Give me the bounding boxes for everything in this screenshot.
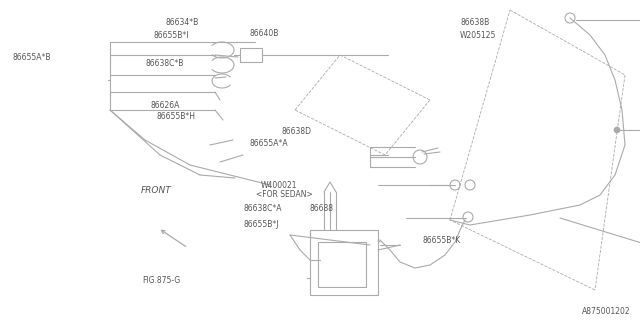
Text: 86688: 86688	[309, 204, 333, 213]
Text: 86638B: 86638B	[461, 18, 490, 27]
Text: 86638C*A: 86638C*A	[243, 204, 282, 213]
Text: 86638C*B: 86638C*B	[146, 60, 184, 68]
Bar	[318, 242, 366, 287]
Bar	[240, 48, 262, 62]
Text: <FOR SEDAN>: <FOR SEDAN>	[256, 190, 313, 199]
Text: FIG.875-G: FIG.875-G	[142, 276, 180, 285]
Bar	[310, 230, 378, 295]
Text: 86655A*B: 86655A*B	[13, 53, 51, 62]
Text: 86626A: 86626A	[150, 101, 180, 110]
Text: 86640B: 86640B	[250, 29, 279, 38]
Circle shape	[614, 127, 620, 133]
Text: W400021: W400021	[261, 181, 298, 190]
Text: 86655A*A: 86655A*A	[250, 140, 288, 148]
Text: 86655B*H: 86655B*H	[157, 112, 196, 121]
Text: 86638D: 86638D	[282, 127, 312, 136]
Text: 86655B*I: 86655B*I	[154, 31, 189, 40]
Text: FRONT: FRONT	[141, 186, 172, 195]
Text: A875001202: A875001202	[582, 308, 630, 316]
Text: 86655B*K: 86655B*K	[422, 236, 461, 245]
Text: 86634*B: 86634*B	[165, 18, 198, 27]
Text: W205125: W205125	[460, 31, 496, 40]
Text: 86655B*J: 86655B*J	[243, 220, 278, 229]
